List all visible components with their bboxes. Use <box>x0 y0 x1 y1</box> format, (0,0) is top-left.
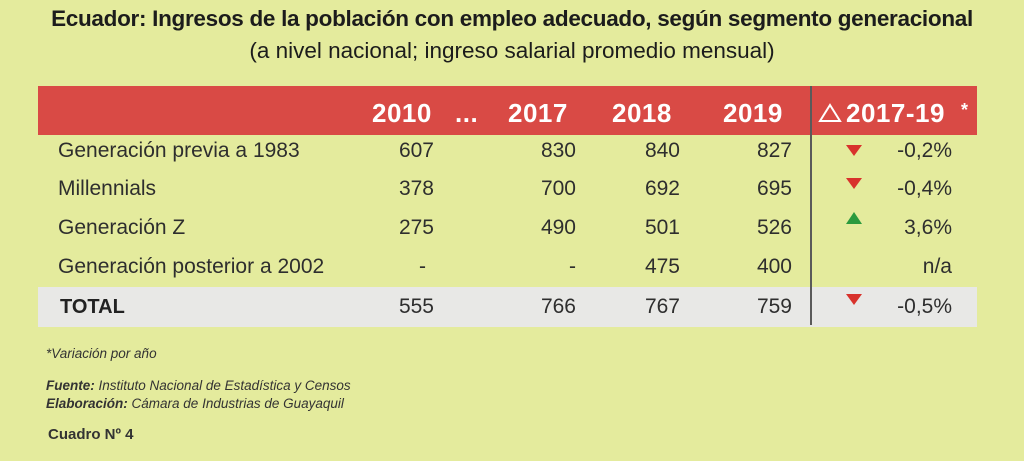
cell-2019: 526 <box>756 216 792 239</box>
row-label: Generación previa a 1983 <box>58 139 300 162</box>
source-text: Instituto Nacional de Estadística y Cens… <box>98 378 351 393</box>
cell-2018: 692 <box>644 177 680 200</box>
cell-2010: - <box>419 255 426 278</box>
source-label: Fuente: <box>46 378 95 393</box>
header-change-marker: * <box>961 100 969 120</box>
total-2018: 767 <box>644 295 680 318</box>
source-note: Fuente: Instituto Nacional de Estadístic… <box>46 378 351 393</box>
cell-2010: 378 <box>398 177 434 200</box>
cell-change: n/a <box>922 255 952 278</box>
total-change: -0,5% <box>897 295 952 318</box>
cell-2019: 827 <box>756 139 792 162</box>
cell-2018: 501 <box>644 216 680 239</box>
header-2018: 2018 <box>612 98 672 128</box>
down-arrow-icon <box>846 145 862 156</box>
cell-2019: 695 <box>756 177 792 200</box>
cell-2017: - <box>569 255 576 278</box>
cell-2018: 475 <box>644 255 680 278</box>
header-change: 2017-19 <box>846 98 945 128</box>
elaboration-label: Elaboración: <box>46 396 128 411</box>
row-label: Generación posterior a 2002 <box>58 255 325 278</box>
cell-2017: 700 <box>540 177 576 200</box>
total-2019: 759 <box>756 295 792 318</box>
total-label: TOTAL <box>60 296 125 318</box>
total-row-background <box>38 287 977 327</box>
total-2017: 766 <box>540 295 576 318</box>
header-2010: 2010 <box>372 98 432 128</box>
cell-2019: 400 <box>756 255 792 278</box>
header-2019: 2019 <box>723 98 783 128</box>
elaboration-text: Cámara de Industrias de Guayaquil <box>131 396 344 411</box>
table-caption: Cuadro Nº 4 <box>48 426 134 443</box>
row-label: Millennials <box>58 177 157 200</box>
table-header <box>38 86 977 135</box>
cell-2018: 840 <box>644 139 680 162</box>
cell-2017: 490 <box>540 216 576 239</box>
footnote: *Variación por año <box>46 346 157 361</box>
table-subtitle: (a nivel nacional; ingreso salarial prom… <box>249 38 775 63</box>
cell-change: 3,6% <box>904 216 952 239</box>
cell-2010: 607 <box>398 139 434 162</box>
total-2010: 555 <box>398 295 434 318</box>
cell-change: -0,4% <box>897 177 952 200</box>
elaboration-note: Elaboración: Cámara de Industrias de Gua… <box>46 396 344 411</box>
down-arrow-icon <box>846 294 862 305</box>
up-arrow-icon <box>846 212 862 224</box>
cell-change: -0,2% <box>897 139 952 162</box>
row-label: Generación Z <box>58 216 186 239</box>
column-divider <box>810 86 812 325</box>
header-2017: 2017 <box>508 98 568 128</box>
cell-2010: 275 <box>398 216 434 239</box>
delta-triangle-icon <box>818 103 842 122</box>
header-ellipsis: ... <box>455 98 479 128</box>
down-arrow-icon <box>846 178 862 189</box>
cell-2017: 830 <box>540 139 576 162</box>
table-title: Ecuador: Ingresos de la población con em… <box>51 6 973 31</box>
